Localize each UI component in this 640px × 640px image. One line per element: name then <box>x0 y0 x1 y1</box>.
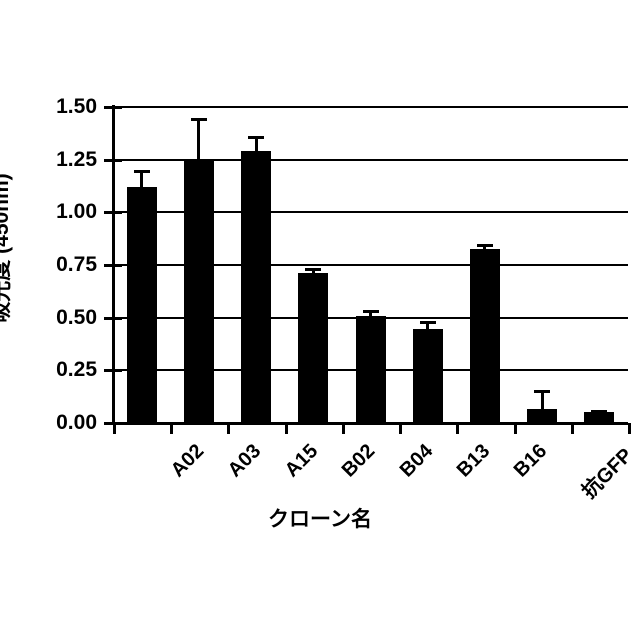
y-axis-tick <box>104 316 122 320</box>
y-axis-tick-label: 1.00 <box>56 200 97 224</box>
y-axis-tick-label: 0.75 <box>56 253 97 276</box>
bar <box>298 273 329 423</box>
bar <box>527 409 558 423</box>
y-axis-tick <box>104 158 122 162</box>
gridline <box>113 264 628 266</box>
x-axis-tick <box>456 423 460 434</box>
y-axis-title: 吸光度 (450nm) <box>0 173 13 323</box>
error-bar-cap <box>591 409 608 413</box>
x-axis-tick <box>341 423 345 434</box>
error-bar-cap <box>362 310 379 314</box>
x-axis-tick-label: B13 <box>452 440 494 482</box>
plot-area: 1.50 1.25 1.00 0.75 0.50 0.25 0.00 A02 A03 A15 B0… <box>56 95 637 503</box>
x-axis-tick-label: A15 <box>280 440 323 482</box>
error-bar-cap <box>534 390 551 394</box>
error-bar-stem <box>254 136 258 152</box>
x-axis-tick <box>399 423 403 434</box>
error-bar-stem <box>140 170 144 188</box>
bar <box>241 151 272 423</box>
y-axis-tick-label: 1.50 <box>56 95 97 118</box>
y-axis-tick <box>104 369 122 373</box>
bar <box>469 249 500 423</box>
x-axis-tick-label: A03 <box>223 440 266 482</box>
bar <box>183 159 214 423</box>
error-bar-stem <box>540 390 544 410</box>
x-axis-tick <box>513 423 517 434</box>
error-bar-cap <box>190 117 207 121</box>
gridline <box>113 422 628 425</box>
gridline <box>113 211 628 214</box>
bar <box>412 329 443 423</box>
y-axis-tick-label: 0.00 <box>56 411 97 434</box>
y-axis-tick-label: 0.25 <box>56 358 97 382</box>
x-axis-tick <box>170 423 174 434</box>
error-bar-stem <box>197 117 201 160</box>
x-axis-tick <box>570 423 574 434</box>
x-axis-tick-label: B02 <box>338 440 380 482</box>
bar <box>355 315 386 423</box>
x-axis-tick <box>227 423 231 434</box>
x-axis-tick <box>284 423 288 434</box>
error-bar-cap <box>419 320 436 324</box>
bar <box>584 412 615 423</box>
x-axis-tick <box>113 423 116 434</box>
y-axis-tick-label: 1.25 <box>56 147 97 171</box>
x-axis-tick-label: B04 <box>395 440 437 482</box>
gridline <box>113 158 628 161</box>
x-axis-title: クローン名 <box>268 508 372 531</box>
x-axis-tick-label: B16 <box>509 440 552 482</box>
error-bar-cap <box>248 136 265 140</box>
x-axis-tick <box>628 423 631 434</box>
y-axis-tick <box>104 211 122 215</box>
y-axis-tick <box>104 106 122 109</box>
bar <box>126 187 157 423</box>
y-axis-tick <box>104 264 122 267</box>
x-axis-tick-label: 抗GFP <box>578 444 638 504</box>
gridline <box>113 106 628 108</box>
y-axis-tick-label: 0.50 <box>56 305 97 329</box>
error-bar-stem <box>426 320 430 330</box>
error-bar-cap <box>305 268 322 272</box>
x-axis-tick-label: A02 <box>166 440 208 482</box>
error-bar-cap <box>476 243 493 247</box>
error-bar-cap <box>133 170 150 174</box>
